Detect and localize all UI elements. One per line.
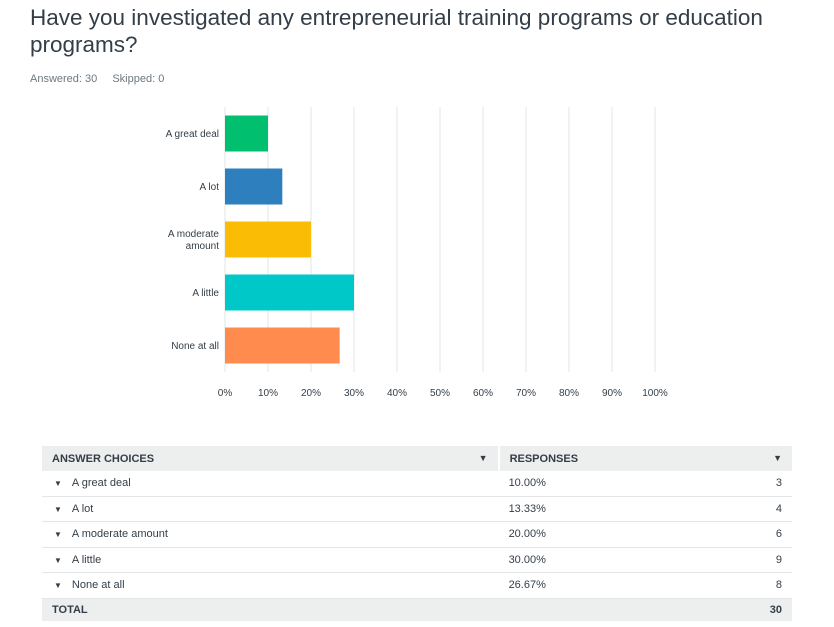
responses-header-label: RESPONSES bbox=[509, 452, 579, 465]
total-count: 30 bbox=[732, 598, 792, 621]
bar bbox=[225, 168, 283, 205]
bar bbox=[225, 115, 268, 152]
count-cell: 3 bbox=[732, 471, 792, 497]
x-tick-label: 100% bbox=[642, 388, 668, 399]
count-cell: 8 bbox=[732, 572, 792, 599]
bar bbox=[225, 274, 354, 311]
choice-label: A great deal bbox=[71, 477, 131, 490]
count-cell: 6 bbox=[732, 521, 792, 548]
question-title: Have you investigated any entrepreneuria… bbox=[30, 5, 763, 57]
table-header-row: ANSWER CHOICES ▼ RESPONSES ▼ bbox=[42, 446, 792, 471]
choice-label: A lot bbox=[71, 502, 94, 515]
choice-cell: ▼ A great deal bbox=[42, 471, 499, 497]
total-label: TOTAL bbox=[42, 598, 499, 621]
choice-label: A moderate amount bbox=[71, 528, 168, 541]
x-tick-label: 70% bbox=[516, 388, 536, 399]
x-tick-label: 40% bbox=[387, 388, 407, 399]
percent-cell: 30.00% bbox=[498, 547, 733, 573]
percent-cell: 26.67% bbox=[498, 572, 733, 599]
bar bbox=[225, 327, 340, 364]
percent-cell: 13.33% bbox=[498, 496, 733, 522]
total-spacer bbox=[498, 598, 733, 621]
table-row: ▼ A little 30.00% 9 bbox=[42, 547, 792, 573]
table-row: ▼ A lot 13.33% 4 bbox=[42, 496, 792, 522]
choice-cell: ▼ None at all bbox=[42, 572, 499, 599]
x-tick-label: 50% bbox=[430, 388, 450, 399]
expand-caret-icon[interactable]: ▼ bbox=[54, 581, 62, 591]
responses-table: ANSWER CHOICES ▼ RESPONSES ▼ ▼ A great de… bbox=[42, 446, 792, 621]
table-row: ▼ A moderate amount 20.00% 6 bbox=[42, 521, 792, 548]
x-tick-label: 80% bbox=[559, 388, 579, 399]
category-label: A great deal bbox=[166, 129, 219, 140]
x-tick-label: 90% bbox=[602, 388, 622, 399]
percent-cell: 20.00% bbox=[498, 521, 733, 548]
count-cell: 4 bbox=[732, 496, 792, 522]
responses-header[interactable]: RESPONSES ▼ bbox=[498, 446, 792, 471]
x-tick-label: 10% bbox=[258, 388, 278, 399]
skipped-count: Skipped: 0 bbox=[112, 73, 165, 85]
bar bbox=[225, 221, 311, 258]
x-tick-label: 0% bbox=[218, 388, 233, 399]
expand-caret-icon[interactable]: ▼ bbox=[54, 530, 62, 540]
total-row: TOTAL 30 bbox=[42, 598, 792, 621]
category-label: None at all bbox=[171, 341, 219, 352]
table-row: ▼ None at all 26.67% 8 bbox=[42, 572, 792, 599]
x-tick-label: 60% bbox=[473, 388, 493, 399]
expand-caret-icon[interactable]: ▼ bbox=[54, 555, 62, 565]
answer-choices-header[interactable]: ANSWER CHOICES ▼ bbox=[42, 446, 500, 471]
x-tick-label: 20% bbox=[301, 388, 321, 399]
choice-cell: ▼ A lot bbox=[42, 496, 499, 522]
bar-chart: 0% 10% 20% 30% 40% 50% 60% 70% 80% 90% 100% A great… bbox=[166, 107, 668, 399]
x-tick-label: 30% bbox=[344, 388, 364, 399]
percent-cell: 10.00% bbox=[498, 471, 733, 497]
choice-cell: ▼ A moderate amount bbox=[42, 521, 499, 548]
expand-caret-icon[interactable]: ▼ bbox=[54, 504, 62, 514]
choice-cell: ▼ A little bbox=[42, 547, 499, 573]
category-label: A lot bbox=[200, 182, 220, 193]
category-label: A moderate amount bbox=[168, 229, 220, 252]
expand-caret-icon[interactable]: ▼ bbox=[54, 479, 62, 489]
choice-label: A little bbox=[71, 553, 102, 566]
choice-label: None at all bbox=[71, 579, 125, 592]
answer-choices-header-label: ANSWER CHOICES bbox=[52, 452, 155, 465]
category-label: A little bbox=[192, 288, 219, 299]
sort-down-icon[interactable]: ▼ bbox=[478, 452, 488, 463]
answered-count: Answered: 30 bbox=[30, 73, 98, 85]
response-stats: Answered: 30 Skipped: 0 bbox=[30, 73, 176, 85]
count-cell: 9 bbox=[732, 547, 792, 573]
table-row: ▼ A great deal 10.00% 3 bbox=[42, 471, 792, 497]
sort-down-icon[interactable]: ▼ bbox=[773, 452, 782, 463]
